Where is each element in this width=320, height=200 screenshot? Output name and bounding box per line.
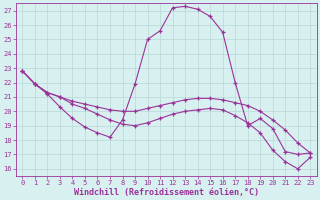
X-axis label: Windchill (Refroidissement éolien,°C): Windchill (Refroidissement éolien,°C) xyxy=(74,188,259,197)
